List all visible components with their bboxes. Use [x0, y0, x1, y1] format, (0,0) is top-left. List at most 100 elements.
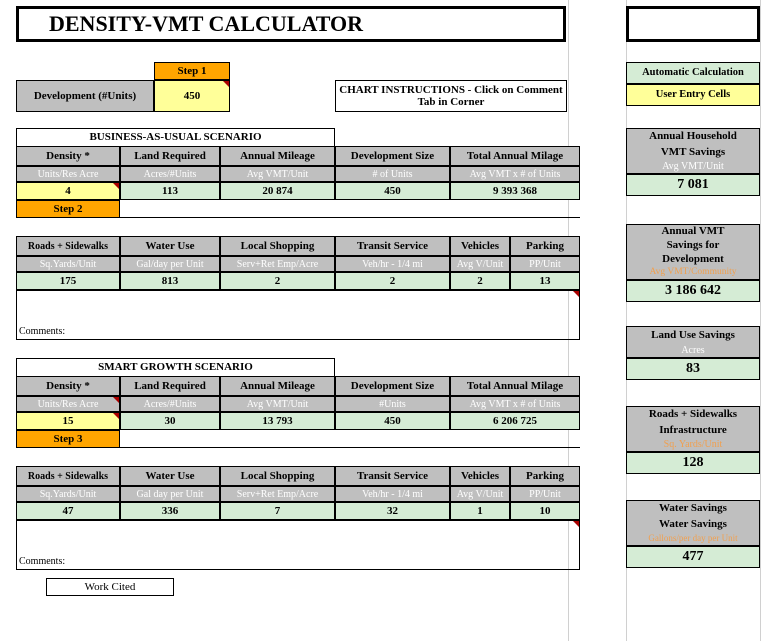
sg-density-input[interactable]: 15 [16, 412, 120, 430]
development-label: Development (#Units) [16, 80, 154, 112]
sg-scenario-title: SMART GROWTH SCENARIO [16, 358, 335, 376]
sg-devsize: 450 [335, 412, 450, 430]
bau-comments-label: Comments: [19, 326, 65, 337]
bau-comments-box[interactable]: Comments: [16, 290, 580, 340]
side-water-t1: Water Savings [626, 500, 760, 516]
sg-mileage: 13 793 [220, 412, 335, 430]
bau-s-roads: Sq.Yards/Unit [16, 256, 120, 272]
side-infra-v: 128 [626, 452, 760, 474]
bau-h-water: Water Use [120, 236, 220, 256]
sg-s-shop: Serv+Ret Emp/Acre [220, 486, 335, 502]
sg-s-roads: Sq.Yards/Unit [16, 486, 120, 502]
sg-s-veh: Avg V/Unit [450, 486, 510, 502]
side-water-v: 477 [626, 546, 760, 568]
bau-h-devsize: Development Size [335, 146, 450, 166]
bau-s-park: PP/Unit [510, 256, 580, 272]
bau-h-veh: Vehicles [450, 236, 510, 256]
side-vmt-dev-t1: Annual VMT [626, 224, 760, 238]
sg-s-transit: Veh/hr - 1/4 mi [335, 486, 450, 502]
side-land-s: Acres [626, 344, 760, 358]
sg-s-mileage: Avg VMT/Unit [220, 396, 335, 412]
bau-h-density: Density * [16, 146, 120, 166]
step2-label: Step 2 [16, 200, 120, 218]
sg-h-mileage: Annual Mileage [220, 376, 335, 396]
bau-h-transit: Transit Service [335, 236, 450, 256]
bau-h-total: Total Annual Milage [450, 146, 580, 166]
sg-land: 30 [120, 412, 220, 430]
sg-s-density: Units/Res Acre [16, 396, 120, 412]
side-vmt-dev-t3: Development [626, 252, 760, 266]
step3-label: Step 3 [16, 430, 120, 448]
sg-roads: 47 [16, 502, 120, 520]
bau-s-shop: Serv+Ret Emp/Acre [220, 256, 335, 272]
sg-water: 336 [120, 502, 220, 520]
sg-blank-row [120, 430, 580, 448]
side-vmt-hh-t1: Annual Household [626, 128, 760, 144]
sg-h-water: Water Use [120, 466, 220, 486]
side-vmt-hh-v: 7 081 [626, 174, 760, 196]
chart-instructions: CHART INSTRUCTIONS - Click on Comment Ta… [335, 80, 567, 112]
sg-s-land: Acres/#Units [120, 396, 220, 412]
side-infra-t1: Roads + Sidewalks [626, 406, 760, 422]
sg-comments-box[interactable]: Comments: [16, 520, 580, 570]
bau-s-total: Avg VMT x # of Units [450, 166, 580, 182]
sg-h-transit: Transit Service [335, 466, 450, 486]
sg-s-water: Gal day per Unit [120, 486, 220, 502]
side-water-t2: Water Savings [626, 516, 760, 532]
bau-s-density: Units/Res Acre [16, 166, 120, 182]
bau-shop: 2 [220, 272, 335, 290]
bau-h-mileage: Annual Mileage [220, 146, 335, 166]
sg-h-park: Parking [510, 466, 580, 486]
bau-h-land: Land Required [120, 146, 220, 166]
page-title: DENSITY-VMT CALCULATOR [16, 6, 566, 42]
sg-total: 6 206 725 [450, 412, 580, 430]
side-infra-t2: Infrastructure [626, 422, 760, 438]
legend-auto: Automatic Calculation [626, 62, 760, 84]
bau-h-park: Parking [510, 236, 580, 256]
sg-h-total: Total Annual Milage [450, 376, 580, 396]
sg-h-density: Density * [16, 376, 120, 396]
bau-density-input[interactable]: 4 [16, 182, 120, 200]
step1-label: Step 1 [154, 62, 230, 80]
sg-veh: 1 [450, 502, 510, 520]
sg-comments-label: Comments: [19, 556, 65, 567]
bau-transit: 2 [335, 272, 450, 290]
legend-user: User Entry Cells [626, 84, 760, 106]
sg-s-total: Avg VMT x # of Units [450, 396, 580, 412]
bau-mileage: 20 874 [220, 182, 335, 200]
bau-water: 813 [120, 272, 220, 290]
sg-h-shop: Local Shopping [220, 466, 335, 486]
sg-h-roads: Roads + Sidewalks [16, 466, 120, 486]
sg-s-park: PP/Unit [510, 486, 580, 502]
bau-scenario-title: BUSINESS-AS-USUAL SCENARIO [16, 128, 335, 146]
sg-h-veh: Vehicles [450, 466, 510, 486]
sg-shop: 7 [220, 502, 335, 520]
blank-top-right [626, 6, 760, 42]
side-vmt-dev-s: Avg VMT/Community [626, 266, 760, 280]
side-infra-s: Sq. Yards/Unit [626, 438, 760, 452]
side-vmt-dev-t2: Savings for [626, 238, 760, 252]
side-land-v: 83 [626, 358, 760, 380]
sg-park: 10 [510, 502, 580, 520]
bau-land: 113 [120, 182, 220, 200]
bau-h-roads: Roads + Sidewalks [16, 236, 120, 256]
work-cited[interactable]: Work Cited [46, 578, 174, 596]
development-units-input[interactable]: 450 [154, 80, 230, 112]
bau-roads: 175 [16, 272, 120, 290]
sg-h-devsize: Development Size [335, 376, 450, 396]
bau-veh: 2 [450, 272, 510, 290]
bau-s-veh: Avg V/Unit [450, 256, 510, 272]
sg-s-devsize: #Units [335, 396, 450, 412]
bau-s-land: Acres/#Units [120, 166, 220, 182]
sg-h-land: Land Required [120, 376, 220, 396]
side-vmt-dev-v: 3 186 642 [626, 280, 760, 302]
side-vmt-hh-t2: VMT Savings [626, 144, 760, 160]
bau-total: 9 393 368 [450, 182, 580, 200]
bau-devsize: 450 [335, 182, 450, 200]
bau-park: 13 [510, 272, 580, 290]
side-water-s: Gallons/per day per Unit [626, 532, 760, 546]
bau-blank-row [120, 200, 580, 218]
bau-s-transit: Veh/hr - 1/4 mi [335, 256, 450, 272]
bau-h-shop: Local Shopping [220, 236, 335, 256]
side-land-t1: Land Use Savings [626, 326, 760, 344]
